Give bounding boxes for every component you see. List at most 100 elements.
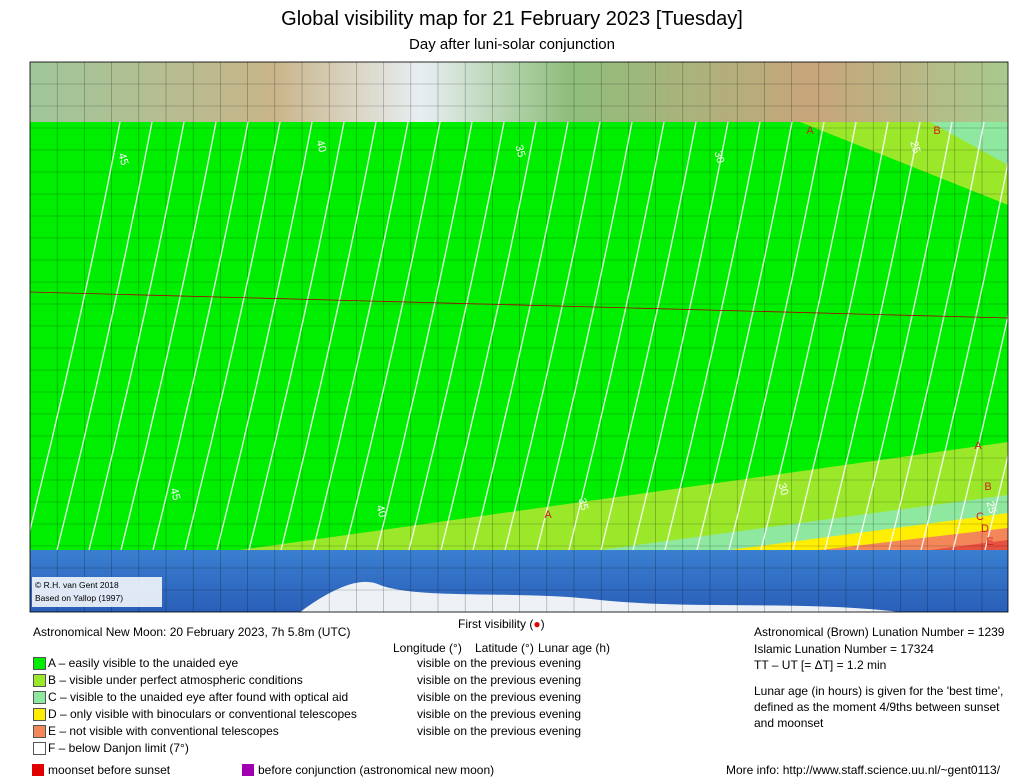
credit: Based on Yallop (1997) (35, 593, 123, 603)
legend-swatch (33, 691, 46, 704)
footer-label: moonset before sunset (48, 763, 171, 777)
contour-line (1016, 518, 1024, 551)
title: Global visibility map for 21 February 20… (281, 8, 743, 30)
contour-line (504, 121, 601, 551)
contour-label: 35 (513, 144, 528, 159)
subtitle: Day after luni-solar conjunction (409, 36, 615, 53)
first-visibility-text: First visibility ( (458, 617, 534, 631)
contour-line (696, 121, 793, 551)
legend-status: visible on the previous evening (417, 724, 582, 738)
contour-label: 45 (168, 487, 183, 502)
note: and moonset (754, 716, 824, 730)
contour-line (440, 121, 537, 551)
info: Islamic Lunation Number = 17324 (754, 642, 934, 656)
contour-line (24, 121, 121, 551)
graticule (29, 61, 1008, 613)
contour-line (120, 121, 217, 551)
legend-status: visible on the previous evening (417, 707, 582, 721)
info: Astronomical (Brown) Lunation Number = 1… (754, 625, 1005, 639)
info: TT – UT [= ΔT] = 1.2 min (754, 658, 887, 672)
contour-line (248, 121, 345, 551)
legend-swatch (33, 657, 46, 670)
contour-line (792, 121, 889, 551)
credit: © R.H. van Gent 2018 (35, 580, 119, 590)
contour-line (664, 121, 761, 551)
contour-line (216, 121, 313, 551)
contour-line (856, 121, 953, 551)
legend-status: visible on the previous evening (417, 690, 582, 704)
contour-line (888, 121, 985, 551)
zone-letter: B (984, 481, 991, 493)
column-header: Longitude (°) (393, 641, 462, 655)
first-visibility-text: ) (540, 617, 545, 631)
first-visibility-symbol: ● (533, 617, 541, 631)
map: © R.H. van Gent 2018 Based on Yallop (19… (24, 61, 1024, 613)
contour-line (984, 384, 1024, 551)
zone-letter: D (981, 523, 989, 535)
contour-line (376, 121, 473, 551)
ecliptic (29, 291, 1009, 319)
contour-line (760, 121, 857, 551)
contour-line (568, 121, 665, 551)
footer-label: before conjunction (astronomical new moo… (258, 763, 495, 777)
legend-swatch (33, 674, 46, 687)
contour-line (952, 238, 1024, 551)
note: Lunar age (in hours) is given for the 'b… (754, 684, 1004, 698)
zone-letter: A (974, 440, 982, 452)
more-info: More info: http://www.staff.science.uu.n… (726, 763, 1001, 777)
map-frame (29, 61, 1009, 613)
contour-line (536, 121, 633, 551)
contour-label: 30 (776, 482, 791, 497)
legend-status: visible on the previous evening (417, 656, 582, 670)
zone-letter: C (976, 511, 984, 523)
contours (24, 121, 1024, 551)
contour-label: 25 (984, 500, 999, 515)
contour-label: 35 (576, 497, 591, 512)
footer-swatch (242, 764, 254, 776)
contour-label: 40 (314, 139, 329, 154)
terrain-north (30, 62, 1008, 122)
contour-line (408, 121, 505, 551)
column-header: Lunar age (h) (538, 641, 611, 655)
contour-label: 45 (116, 152, 131, 167)
contour-label: 40 (374, 504, 389, 519)
contour-line (472, 121, 569, 551)
credit-box (32, 577, 162, 607)
legend-label: E – not visible with conventional telesc… (48, 724, 279, 738)
note: defined as the moment 4/9ths between sun… (754, 700, 1000, 714)
legend-label: A – easily visible to the unaided eye (48, 656, 239, 670)
legend-swatch (33, 708, 46, 721)
legend-status: visible on the previous evening (417, 673, 582, 687)
contour-line (312, 121, 409, 551)
zone-letter: B (933, 125, 940, 137)
contour-line (280, 121, 377, 551)
contour-line (824, 121, 921, 551)
contour-line (344, 121, 441, 551)
contour-line (56, 121, 153, 551)
contour-line (920, 121, 1017, 551)
zone-letter: A (806, 125, 814, 137)
contour-line (184, 121, 281, 551)
legend-label: D – only visible with binoculars or conv… (48, 707, 357, 721)
legend-label: C – visible to the unaided eye after fou… (48, 690, 349, 704)
contour-line (152, 121, 249, 551)
contour-line (600, 121, 697, 551)
legend-label: B – visible under perfect atmospheric co… (48, 673, 303, 687)
zone-red (930, 540, 1008, 550)
contour-line (88, 121, 185, 551)
contour-line (728, 121, 825, 551)
column-header: Latitude (°) (475, 641, 534, 655)
contour-line (632, 121, 729, 551)
antarctica (300, 581, 900, 612)
first-visibility: First visibility (●) (458, 617, 545, 631)
footer-swatch (32, 764, 44, 776)
contour-label: 25 (908, 140, 923, 155)
legend-label: F – below Danjon limit (7°) (48, 741, 189, 755)
legend-swatch (33, 742, 46, 755)
zone-letter: A (544, 509, 552, 521)
legend-swatch (33, 725, 46, 738)
zone-e-south (820, 528, 1008, 550)
zone-letter: E (986, 536, 993, 548)
contour-label: 30 (712, 150, 727, 165)
